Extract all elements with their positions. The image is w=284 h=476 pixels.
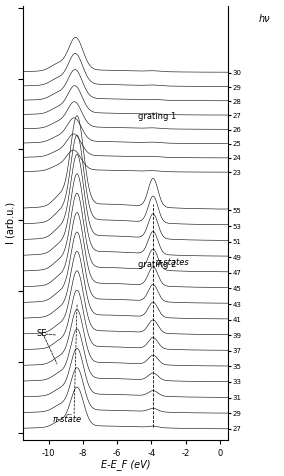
Text: SE: SE bbox=[37, 329, 47, 338]
Text: grating 1: grating 1 bbox=[138, 112, 176, 121]
X-axis label: E-E_F (eV): E-E_F (eV) bbox=[101, 459, 151, 470]
Text: hν: hν bbox=[258, 14, 270, 24]
Y-axis label: I (arb.u.): I (arb.u.) bbox=[6, 202, 16, 244]
Text: π-state: π-state bbox=[52, 415, 82, 424]
Text: grating 2: grating 2 bbox=[138, 260, 176, 269]
Text: σ-states: σ-states bbox=[156, 258, 189, 267]
